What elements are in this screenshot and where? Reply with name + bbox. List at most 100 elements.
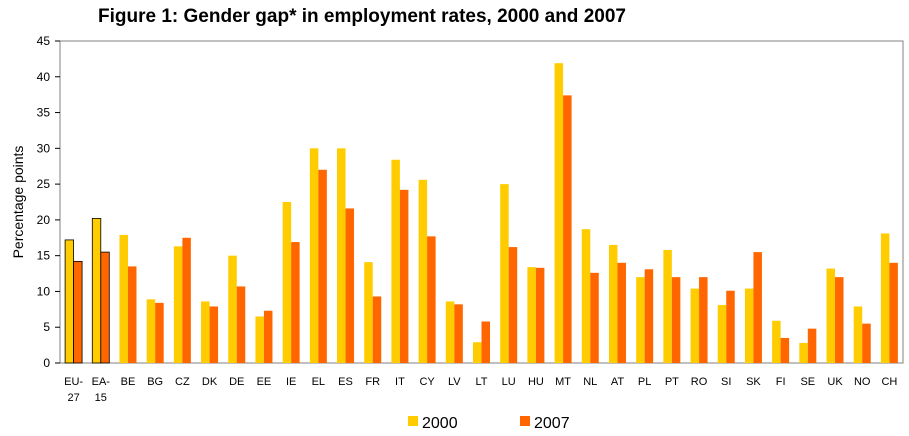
bar-be-2000 xyxy=(119,234,128,363)
legend-swatch-2000 xyxy=(408,416,418,426)
x-tick-label: MT xyxy=(555,376,571,388)
bar-se-2000 xyxy=(799,342,808,363)
bar-ie-2007 xyxy=(291,242,300,363)
bar-hu-2000 xyxy=(527,267,536,363)
bar-si-2000 xyxy=(717,305,727,363)
bar-uk-2007 xyxy=(835,277,844,363)
bar-fi-2000 xyxy=(772,320,781,363)
bar-ie-2000 xyxy=(282,202,292,363)
x-tick-label: CY xyxy=(419,376,435,388)
x-tick-label: RO xyxy=(691,376,708,388)
bar-si-2007 xyxy=(726,290,735,363)
bar-pt-2007 xyxy=(671,277,681,363)
bar-it-2000 xyxy=(391,159,400,363)
bar-de-2000 xyxy=(228,255,237,363)
bar-lv-2007 xyxy=(454,304,463,363)
bar-es-2000 xyxy=(337,148,346,363)
bar-ch-2007 xyxy=(889,262,898,363)
bar-eu-27-2000 xyxy=(64,239,74,364)
bar-se-2007 xyxy=(807,328,817,363)
x-tick-label: DE xyxy=(229,376,244,388)
bar-fr-2000 xyxy=(364,262,373,363)
bar-sk-2000 xyxy=(744,288,754,363)
x-tick-label: NO xyxy=(854,376,871,388)
bar-nl-2007 xyxy=(590,272,599,363)
bar-bg-2007 xyxy=(155,302,164,363)
x-tick-label: LV xyxy=(448,376,461,388)
bar-pt-2000 xyxy=(663,249,672,363)
x-tick-label: EA- xyxy=(92,376,111,388)
bar-cz-2000 xyxy=(173,246,183,363)
bar-at-2007 xyxy=(617,262,626,363)
y-tick-label: 30 xyxy=(37,141,51,155)
y-tick-label: 45 xyxy=(37,34,51,48)
bar-mt-2007 xyxy=(563,95,572,363)
bar-bg-2000 xyxy=(146,299,156,363)
y-axis: 0 5 10 15 20 25 30 35 40 45 xyxy=(37,34,60,370)
bar-ch-2000 xyxy=(880,233,890,363)
x-tick-label: EE xyxy=(257,376,272,388)
bar-ro-2007 xyxy=(699,277,708,363)
bar-pl-2007 xyxy=(644,269,654,363)
y-tick-label: 5 xyxy=(43,320,50,334)
x-tick-label: EU- xyxy=(64,376,83,388)
bar-sk-2007 xyxy=(753,252,762,363)
bar-no-2000 xyxy=(853,306,863,363)
bar-lu-2007 xyxy=(508,247,518,363)
bar-lt-2000 xyxy=(473,342,482,363)
x-tick-label: FI xyxy=(776,376,786,388)
bar-cz-2007 xyxy=(182,237,191,363)
bar-ee-2000 xyxy=(255,316,264,363)
bar-eu-27-2007 xyxy=(73,260,83,364)
x-tick-label: BE xyxy=(121,376,136,388)
x-tick-label: EL xyxy=(312,376,325,388)
x-tick-label: IT xyxy=(395,376,405,388)
x-axis-labels: EU- 27 EA- 15 BE BG CZ DK DE EE IE EL ES FR IT CY LV LT LU… xyxy=(64,376,897,404)
y-tick-label: 10 xyxy=(37,284,51,298)
legend: 2000 2007 xyxy=(408,415,570,432)
bar-pl-2000 xyxy=(636,277,645,363)
x-tick-label: IE xyxy=(286,376,296,388)
y-tick-label: 15 xyxy=(37,249,51,263)
bar-fr-2007 xyxy=(372,296,382,363)
bar-el-2000 xyxy=(309,148,319,363)
bar-nl-2000 xyxy=(581,229,591,363)
bar-fi-2007 xyxy=(780,337,790,363)
bar-lt-2007 xyxy=(481,321,490,363)
legend-label-2000: 2000 xyxy=(422,415,458,432)
bar-be-2007 xyxy=(127,266,137,363)
y-tick-label: 0 xyxy=(43,356,50,370)
bar-dk-2000 xyxy=(201,301,210,363)
bar-ea-15-2000 xyxy=(91,218,102,364)
x-tick-label: PL xyxy=(638,376,651,388)
bar-it-2007 xyxy=(399,189,409,363)
x-tick-label: SE xyxy=(800,376,815,388)
bar-uk-2000 xyxy=(826,268,836,363)
x-tick-label: LU xyxy=(502,376,516,388)
bar-el-2007 xyxy=(318,169,327,363)
bar-lu-2000 xyxy=(500,184,509,363)
y-tick-label: 35 xyxy=(37,106,51,120)
bar-ee-2007 xyxy=(263,310,273,363)
bar-es-2007 xyxy=(345,208,355,363)
x-tick-label: FR xyxy=(365,376,380,388)
x-tick-label: SK xyxy=(746,376,761,388)
bar-de-2007 xyxy=(236,286,246,363)
bar-at-2000 xyxy=(608,244,618,363)
y-tick-label: 20 xyxy=(37,213,51,227)
x-tick-label: NL xyxy=(583,376,597,388)
bar-cy-2007 xyxy=(427,236,436,363)
x-tick-label: ES xyxy=(338,376,353,388)
y-tick-label: 40 xyxy=(37,70,51,84)
bar-cy-2000 xyxy=(418,179,428,363)
x-tick-label: DK xyxy=(202,376,218,388)
bar-no-2007 xyxy=(862,323,871,363)
legend-label-2007: 2007 xyxy=(534,415,570,432)
y-axis-label: Percentage points xyxy=(10,146,26,259)
x-tick-label: BG xyxy=(147,376,163,388)
chart-title: Figure 1: Gender gap* in employment rate… xyxy=(98,6,626,27)
x-tick-label: UK xyxy=(827,376,843,388)
x-tick-label: CZ xyxy=(175,376,190,388)
bar-mt-2000 xyxy=(554,63,564,364)
